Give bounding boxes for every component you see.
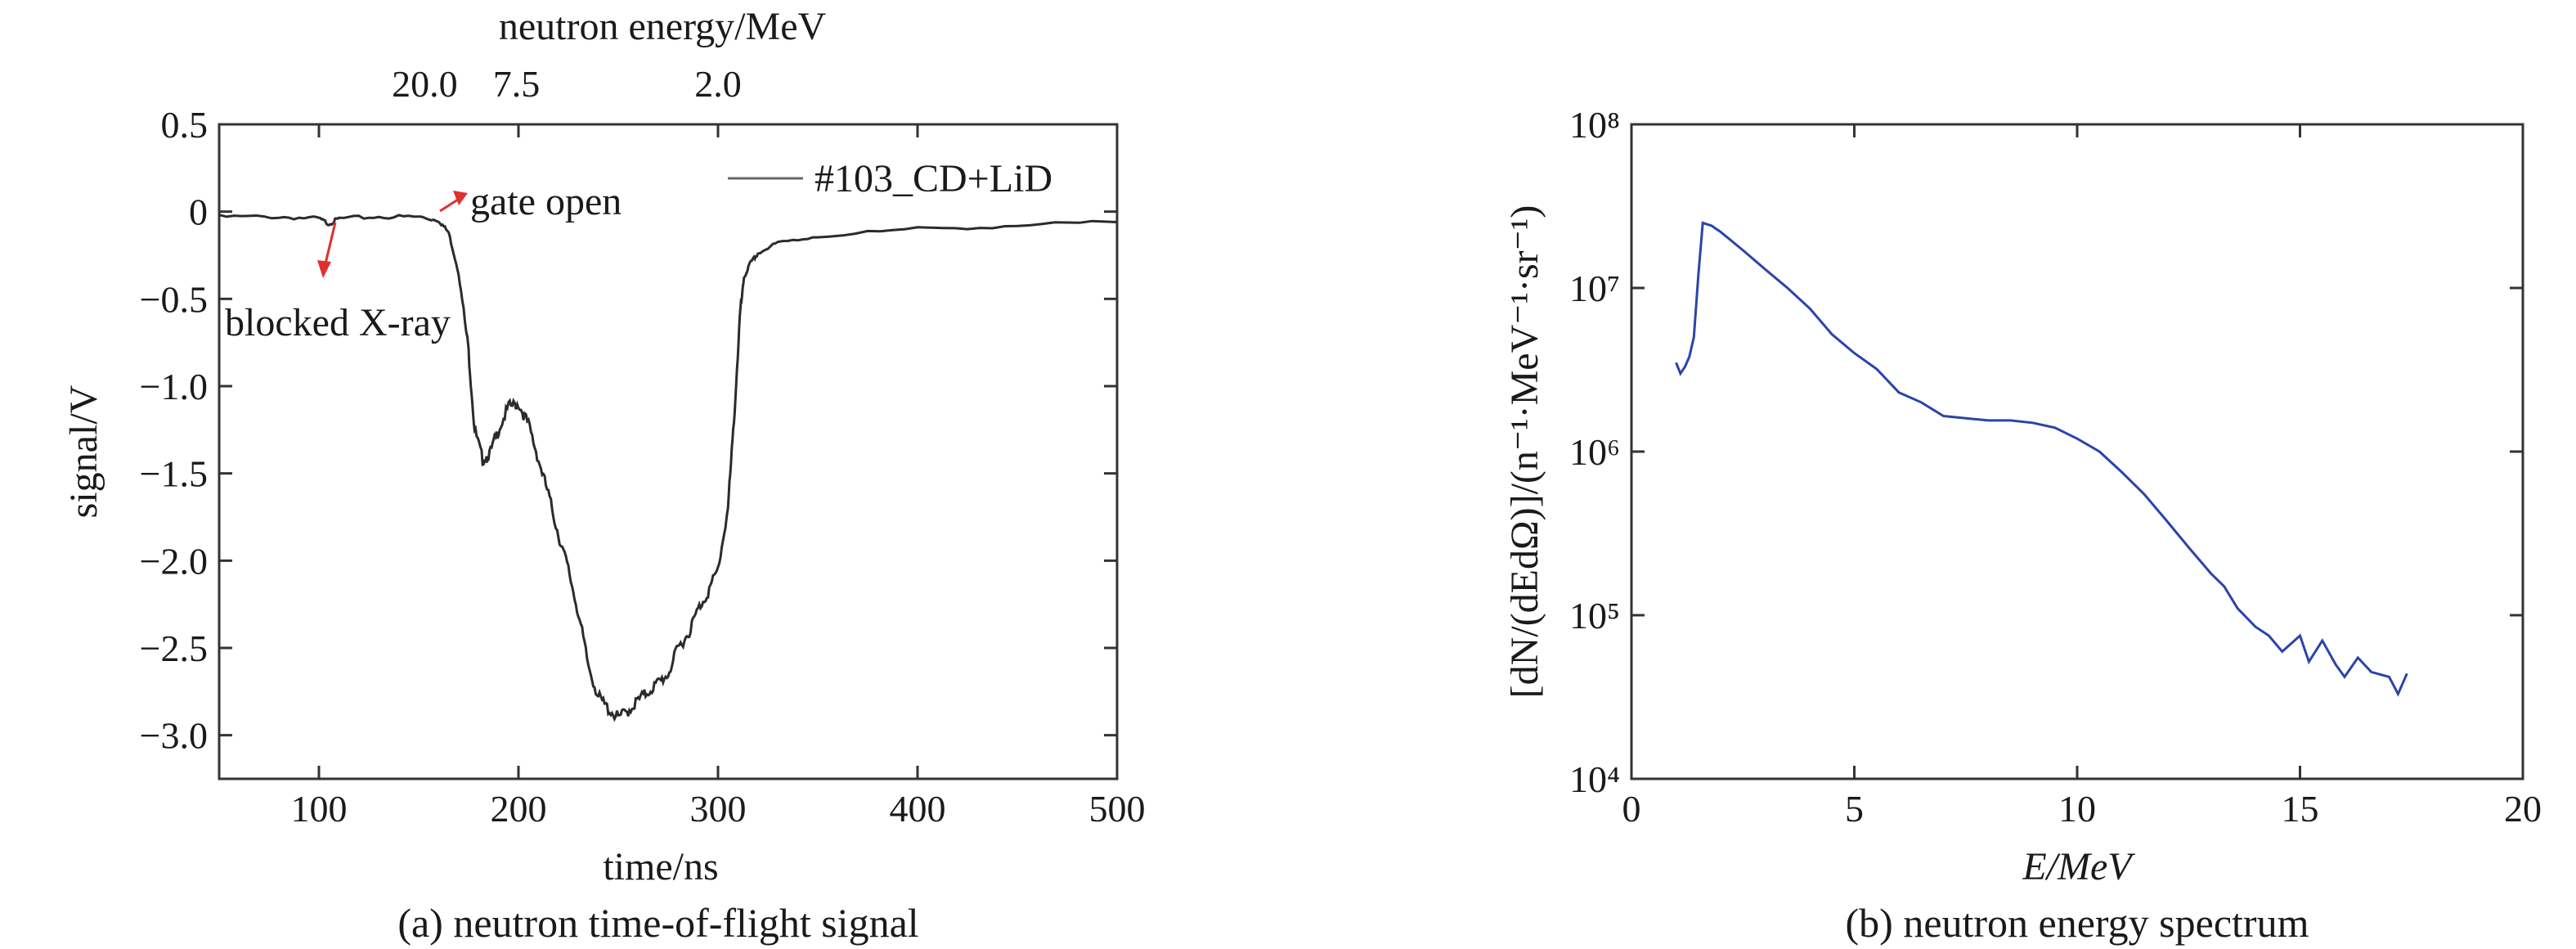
spectrum-x-tick-label: 5 [1845,788,1864,830]
tof-x-tick-label: 300 [690,788,747,830]
spectrum-x-tick-label: 15 [2282,788,2319,830]
spectrum-x-axis: 0 5 10 15 20 [1622,124,2542,830]
gate-open-label: gate open [470,180,622,223]
tof-legend: #103_CD+LiD [728,157,1052,200]
spectrum-line [1675,221,2408,697]
blocked-xray-label: blocked X-ray [225,301,451,344]
tof-y-tick-label: −1.0 [140,366,208,407]
top-axis-tick-label: 7.5 [493,63,541,105]
tof-y-tick-label: 0.5 [161,104,209,146]
caption-a: (a) neutron time-of-flight signal [397,900,918,946]
tof-y-label: signal/V [62,385,105,518]
blocked-xray-annotation: blocked X-ray [225,222,451,344]
spectrum-y-label: [dN/(dEdΩ)]/(n⁻¹·MeV⁻¹·sr⁻¹) [1503,205,1546,699]
tof-y-tick-label: −0.5 [140,278,208,320]
top-axis-ticks: 20.0 7.5 2.0 [392,63,742,105]
top-axis-tick-label: 2.0 [694,63,742,105]
top-axis-tick-label: 20.0 [392,63,458,105]
tof-x-tick-label: 200 [491,788,547,830]
caption-b: (b) neutron energy spectrum [1846,900,2309,946]
tof-plot-frame [218,123,1119,780]
tof-x-tick-label: 100 [291,788,348,830]
tof-y-tick-label: 0 [189,191,208,233]
tof-y-tick-label: −3.0 [140,715,208,757]
gate-open-arrowhead [453,191,468,205]
tof-y-tick-label: −2.0 [140,540,208,582]
spectrum-chart: 10⁴ 10⁵ 10⁶ 10⁷ 10⁸ 0 5 10 15 20 [dN/(dEdΩ)]/(n⁻… [1503,104,2542,946]
tof-x-label: time/ns [603,845,718,888]
tof-chart: neutron energy/MeV 20.0 7.5 2.0 0.5 0 −0.5 −1… [62,5,1146,946]
gate-open-annotation: gate open [439,180,622,223]
spectrum-y-axis: 10⁴ 10⁵ 10⁶ 10⁷ 10⁸ [1569,104,2523,800]
blocked-xray-arrowhead [317,260,331,278]
top-axis-label: neutron energy/MeV [499,5,827,48]
legend-label: #103_CD+LiD [815,157,1052,200]
blocked-xray-arrow [324,222,337,264]
tof-signal-line [218,214,1118,722]
tof-y-tick-label: −2.5 [140,627,208,669]
spectrum-y-tick-label: 10⁸ [1569,104,1620,146]
spectrum-x-tick-label: 0 [1622,788,1641,830]
tof-x-axis: 100 200 300 400 500 [291,124,1146,830]
spectrum-y-tick-label: 10⁷ [1569,268,1620,309]
spectrum-x-tick-label: 10 [2058,788,2096,830]
tof-x-tick-label: 500 [1089,788,1146,830]
spectrum-y-tick-label: 10⁵ [1569,595,1620,636]
tof-y-axis: 0.5 0 −0.5 −1.0 −1.5 −2.0 −2.5 −3.0 [140,104,1117,757]
tof-y-tick-label: −1.5 [140,453,208,495]
spectrum-x-tick-label: 20 [2504,788,2542,830]
tof-x-tick-label: 400 [890,788,946,830]
spectrum-x-label: E/MeV [2022,845,2135,888]
spectrum-y-tick-label: 10⁶ [1569,431,1620,473]
spectrum-y-tick-label: 10⁴ [1569,758,1620,800]
spectrum-plot-frame [1630,123,2524,780]
